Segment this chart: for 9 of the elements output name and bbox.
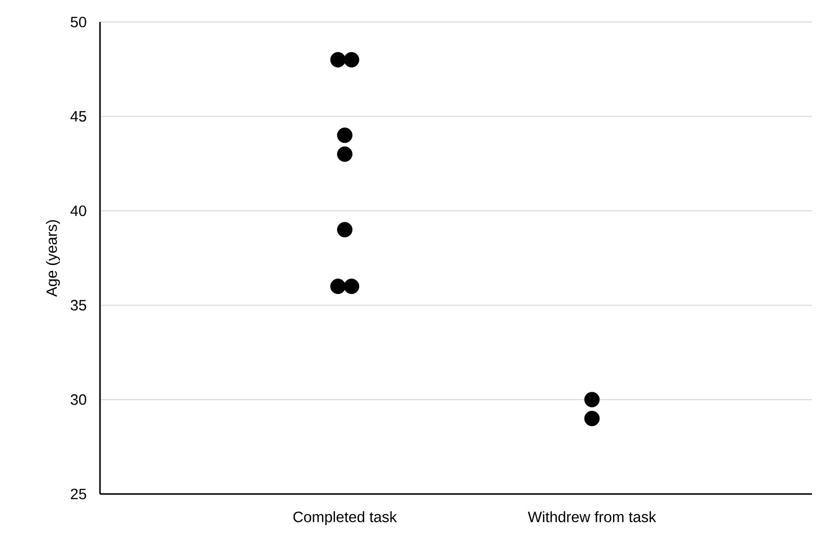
y-tick-label: 25	[70, 488, 86, 500]
y-tick-label: 35	[70, 300, 86, 311]
y-tick-label: 40	[70, 205, 86, 216]
y-axis-title: Age (years)	[46, 220, 60, 297]
y-tick-label: 45	[70, 111, 86, 122]
x-tick-label: Withdrew from task	[528, 511, 656, 522]
y-tick-label: 30	[70, 394, 86, 405]
x-tick-label: Completed task	[293, 511, 397, 526]
y-tick-label: 50	[70, 16, 86, 28]
